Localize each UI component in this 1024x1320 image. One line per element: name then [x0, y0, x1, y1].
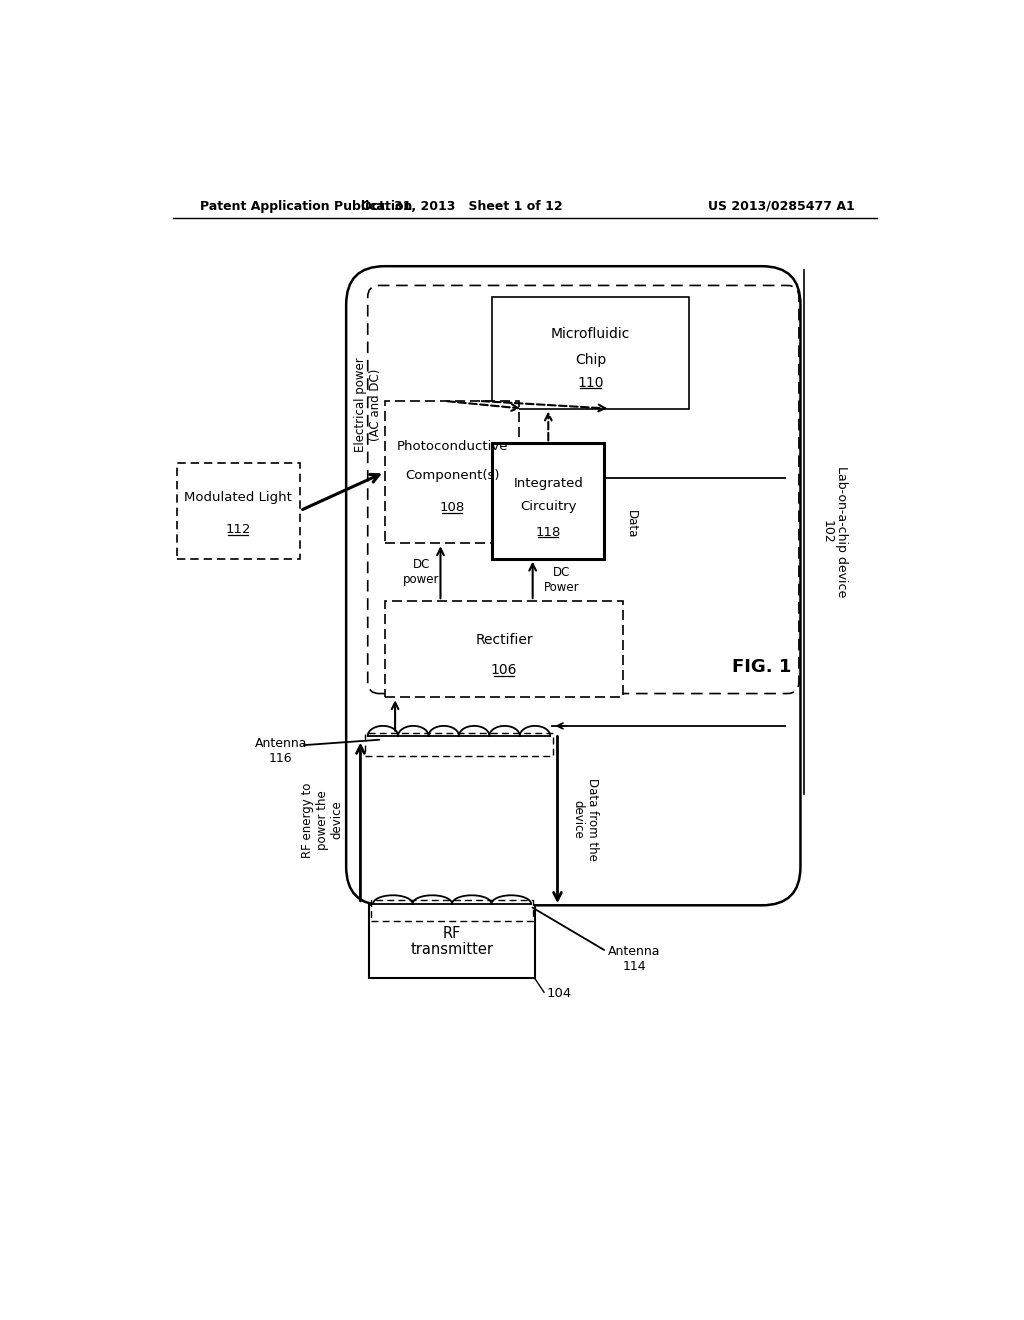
Text: Antenna
116: Antenna 116 — [254, 738, 307, 766]
Text: FIG. 1: FIG. 1 — [732, 657, 792, 676]
Bar — [177, 462, 300, 558]
Text: Integrated: Integrated — [513, 478, 584, 490]
Text: Component(s): Component(s) — [404, 469, 500, 482]
Bar — [493, 297, 689, 409]
Bar — [370, 906, 535, 978]
Text: 118: 118 — [536, 525, 561, 539]
Text: 106: 106 — [490, 664, 517, 677]
Bar — [493, 444, 604, 558]
Text: Data from the
device: Data from the device — [571, 779, 599, 861]
Text: Microfluidic: Microfluidic — [551, 327, 631, 341]
Text: transmitter: transmitter — [411, 941, 494, 957]
Text: 108: 108 — [439, 502, 465, 515]
Bar — [371, 900, 534, 921]
Text: US 2013/0285477 A1: US 2013/0285477 A1 — [708, 199, 854, 213]
Text: Photoconductive: Photoconductive — [396, 440, 508, 453]
Text: Modulated Light: Modulated Light — [184, 491, 292, 504]
Text: Lab-on-a-chip device
102: Lab-on-a-chip device 102 — [820, 466, 849, 598]
Text: Antenna
114: Antenna 114 — [608, 945, 660, 973]
Text: Chip: Chip — [575, 352, 606, 367]
Text: Data: Data — [625, 510, 638, 539]
Bar — [385, 601, 624, 697]
Text: Patent Application Publication: Patent Application Publication — [200, 199, 413, 213]
FancyBboxPatch shape — [346, 267, 801, 906]
Text: RF: RF — [442, 925, 461, 941]
Text: DC
power: DC power — [403, 558, 439, 586]
Text: RF energy to
power the
device: RF energy to power the device — [300, 783, 343, 858]
Text: Circuitry: Circuitry — [520, 500, 577, 513]
Text: Electrical power
(AC and DC): Electrical power (AC and DC) — [353, 358, 382, 453]
Bar — [366, 733, 553, 756]
Text: 112: 112 — [225, 524, 251, 536]
Bar — [385, 401, 519, 544]
Text: 110: 110 — [578, 376, 604, 389]
Text: Oct. 31, 2013   Sheet 1 of 12: Oct. 31, 2013 Sheet 1 of 12 — [360, 199, 562, 213]
Text: DC
Power: DC Power — [544, 566, 580, 594]
Text: Rectifier: Rectifier — [475, 632, 532, 647]
Text: 104: 104 — [547, 987, 571, 1001]
